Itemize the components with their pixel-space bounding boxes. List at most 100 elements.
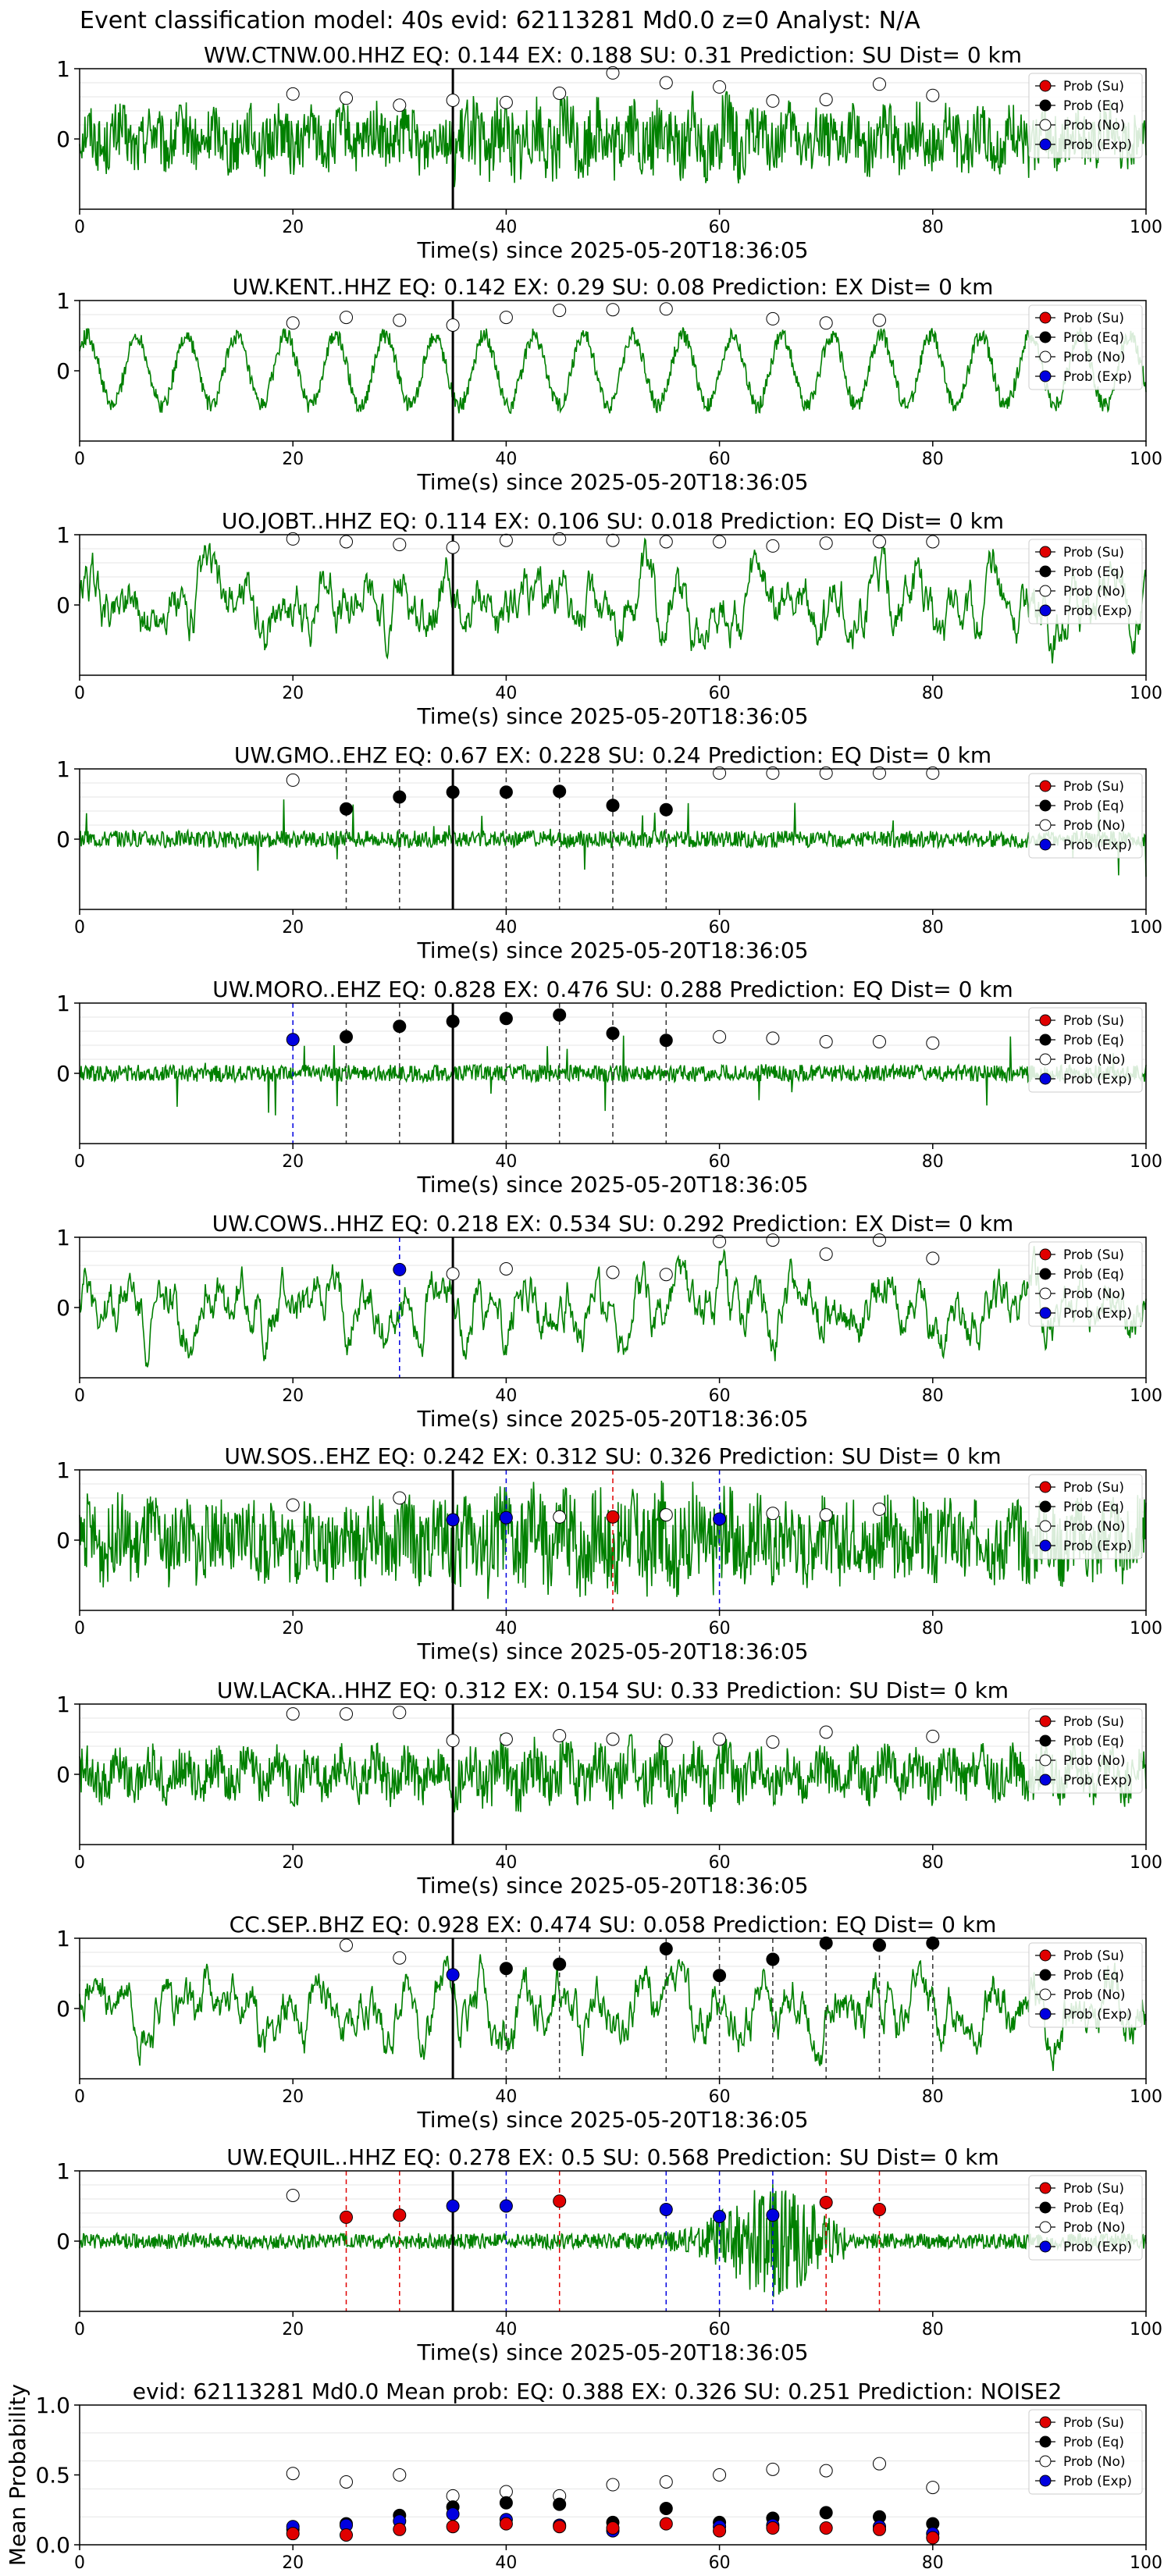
prob-point-exp (446, 2199, 460, 2213)
legend-marker-no (1039, 1053, 1052, 1066)
legend-label: Prob (Eq) (1063, 2201, 1124, 2216)
prob-point-no (340, 1938, 353, 1952)
x-axis-label: Time(s) since 2025-05-20T18:36:05 (416, 1873, 808, 1898)
prob-point-no (713, 1234, 727, 1248)
prob-point-no (659, 1508, 673, 1522)
x-tick-label: 60 (709, 1853, 731, 1873)
legend-box (1028, 1474, 1143, 1560)
legend-label: Prob (Eq) (1063, 2435, 1124, 2450)
prob-point-no (286, 2467, 300, 2481)
legend-marker-exp (1039, 1307, 1052, 1319)
legend-label: Prob (Eq) (1063, 330, 1124, 346)
x-tick-label: 40 (495, 684, 517, 703)
legend-box (1028, 773, 1143, 859)
legend-marker-no (1039, 819, 1052, 831)
legend-marker-exp (1039, 2240, 1052, 2253)
prob-point-no (340, 535, 353, 549)
waveform-trace (79, 1035, 1147, 1115)
prob-point-no (499, 1732, 513, 1746)
plot-frame (79, 300, 1147, 442)
legend-marker-exp (1039, 1774, 1052, 1786)
y-tick-label: 0 (56, 1528, 70, 1553)
legend-box (1028, 2175, 1143, 2261)
prob-point-exp (499, 1510, 513, 1525)
waveform-trace (79, 1954, 1147, 2072)
x-tick-label: 20 (282, 1853, 304, 1873)
legend-box (1028, 539, 1143, 624)
x-tick-label: 40 (495, 1853, 517, 1873)
x-tick-label: 0 (74, 2087, 85, 2107)
prob-point-no (766, 766, 780, 780)
x-tick-label: 60 (709, 2553, 731, 2573)
prob-point-no (819, 536, 833, 550)
legend-marker-exp (1039, 1539, 1052, 1552)
prob-point-no (393, 1491, 407, 1505)
x-axis-label: Time(s) since 2025-05-20T18:36:05 (416, 2339, 808, 2365)
legend-marker-no (1039, 1754, 1052, 1767)
x-tick-label: 80 (922, 918, 944, 938)
x-tick-label: 20 (282, 1619, 304, 1638)
x-tick-label: 80 (922, 2087, 944, 2107)
prob-point-no (926, 766, 940, 780)
panels: WW.CTNW.00.HHZ EQ: 0.144 EX: 0.188 SU: 0… (5, 42, 1162, 2573)
legend-label: Prob (Exp) (1063, 1072, 1132, 1087)
prob-point-no (553, 304, 567, 318)
prob-point-eq (499, 1962, 513, 1976)
x-tick-label: 60 (709, 1619, 731, 1638)
legend-label: Prob (Exp) (1063, 2240, 1132, 2255)
legend-marker-eq (1039, 1735, 1052, 1747)
prob-point-no (393, 313, 407, 327)
prob-point-no (553, 87, 567, 100)
legend-marker-eq (1039, 331, 1052, 343)
legend-label: Prob (No) (1063, 1519, 1126, 1535)
legend-label: Prob (Su) (1063, 2181, 1124, 2197)
prob-point-no (713, 766, 727, 780)
prob-point-no (553, 1510, 567, 1524)
prob-point-no (819, 2464, 833, 2478)
legend-label: Prob (No) (1063, 1286, 1126, 1302)
panel-title: UW.KENT..HHZ EQ: 0.142 EX: 0.29 SU: 0.08… (233, 274, 994, 300)
prob-point-eq (606, 799, 620, 813)
prob-point-eq (393, 1019, 407, 1034)
legend-label: Prob (Eq) (1063, 98, 1124, 114)
prob-point-no (766, 1507, 780, 1521)
legend-label: Prob (Exp) (1063, 137, 1132, 153)
prob-point-su (393, 2522, 407, 2536)
prob-point-no (873, 1035, 886, 1048)
x-tick-label: 80 (922, 1152, 944, 1172)
legend-marker-no (1039, 1520, 1052, 1532)
prob-point-su (606, 2521, 620, 2535)
panel-2: UO.JOBT..HHZ EQ: 0.114 EX: 0.106 SU: 0.0… (56, 508, 1162, 729)
prob-point-su (286, 2527, 300, 2541)
panel-0: WW.CTNW.00.HHZ EQ: 0.144 EX: 0.188 SU: 0… (56, 42, 1162, 263)
prob-point-eq (606, 1026, 620, 1041)
legend-label: Prob (Exp) (1063, 2474, 1132, 2489)
prob-point-eq (499, 1012, 513, 1026)
prob-point-no (446, 1267, 460, 1281)
x-tick-label: 20 (282, 2087, 304, 2107)
prob-point-no (819, 1247, 833, 1261)
legend-label: Prob (Exp) (1063, 369, 1132, 385)
legend-label: Prob (No) (1063, 1987, 1126, 2003)
legend-marker-su (1039, 2416, 1052, 2428)
prob-point-eq (553, 1957, 567, 1971)
y-tick-label: 0 (56, 1996, 70, 2022)
x-tick-label: 100 (1130, 1619, 1162, 1638)
legend-label: Prob (Eq) (1063, 1033, 1124, 1048)
x-axis-label: Time(s) since 2025-05-20T18:36:05 (416, 1638, 808, 1664)
prob-point-no (499, 311, 513, 325)
x-tick-label: 60 (709, 450, 731, 469)
legend-box (1028, 1708, 1143, 1794)
panel-1: UW.KENT..HHZ EQ: 0.142 EX: 0.29 SU: 0.08… (56, 274, 1162, 495)
x-tick-label: 60 (709, 218, 731, 237)
x-axis-label: Time(s) since 2025-05-20T18:36:05 (416, 938, 808, 963)
legend-marker-exp (1039, 1073, 1052, 1085)
x-tick-label: 20 (282, 2553, 304, 2573)
prob-point-exp (446, 1513, 460, 1527)
prob-point-no (873, 1233, 886, 1247)
prob-point-no (873, 77, 886, 91)
prob-point-eq (553, 2497, 567, 2511)
x-tick-label: 100 (1130, 684, 1162, 703)
legend-label: Prob (No) (1063, 1753, 1126, 1769)
prob-point-exp (499, 2199, 513, 2213)
